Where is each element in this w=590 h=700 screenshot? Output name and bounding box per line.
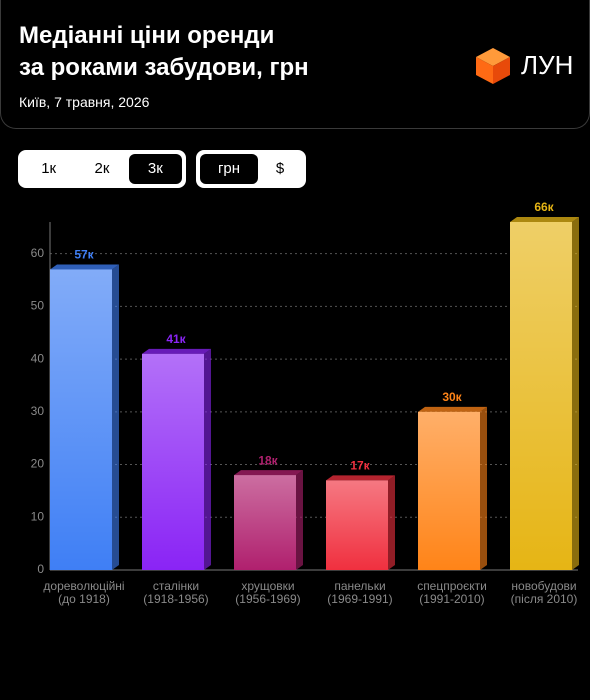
bar-shine <box>326 480 388 570</box>
title: Медіанні ціни оренди за роками забудови,… <box>19 22 309 81</box>
value-label: 66к <box>534 200 554 214</box>
value-label: 17к <box>350 459 370 473</box>
header: Медіанні ціни оренди за роками забудови,… <box>0 0 590 129</box>
currency-filter: грн $ <box>196 150 306 188</box>
bar-side <box>204 348 211 570</box>
x-tick-label: панельки (1969-1991) <box>327 579 393 606</box>
rooms-filter: 1к 2к 3к <box>18 150 186 188</box>
logo-icon <box>476 48 510 84</box>
x-tick-label: спецпроєкти (1991-2010) <box>417 579 487 606</box>
value-label: 41к <box>166 332 186 346</box>
y-tick-label: 0 <box>37 562 44 576</box>
room-button[interactable]: 1к <box>41 160 57 177</box>
y-tick-label: 10 <box>31 509 45 523</box>
bar-top <box>326 475 395 481</box>
value-label: 30к <box>442 390 462 404</box>
bar-top <box>234 470 303 476</box>
room-button[interactable]: 3к <box>128 154 182 184</box>
bar-side <box>296 470 303 570</box>
subtitle: Київ, 7 травня, 2026 <box>19 94 150 110</box>
value-label: 57к <box>74 248 94 262</box>
bar-side <box>112 264 119 570</box>
logo: ЛУН <box>521 50 574 80</box>
bar-side <box>388 475 395 570</box>
x-tick-label: хрущовки (1956-1969) <box>235 579 301 606</box>
bar-side <box>480 406 487 570</box>
y-tick-label: 60 <box>31 246 45 260</box>
bar-shine <box>234 475 296 570</box>
y-tick-label: 20 <box>31 457 45 471</box>
y-tick-label: 50 <box>31 299 45 313</box>
currency-button[interactable]: грн <box>200 154 258 184</box>
currency-button[interactable]: $ <box>275 160 285 177</box>
room-button[interactable]: 2к <box>94 160 110 177</box>
bar-shine <box>510 222 572 570</box>
bar-shine <box>50 269 112 570</box>
bar-top <box>50 264 119 270</box>
x-tick-label: дореволюційні (до 1918) <box>43 579 125 606</box>
x-tick-label: новобудови (після 2010) <box>510 579 578 606</box>
bar-shine <box>142 353 204 570</box>
y-tick-label: 40 <box>31 351 45 365</box>
bar-shine <box>418 411 480 570</box>
x-tick-label: сталінки (1918-1956) <box>143 579 209 606</box>
bar-top <box>142 348 211 354</box>
value-label: 18к <box>258 453 278 467</box>
y-tick-label: 30 <box>31 404 45 418</box>
bar-top <box>418 406 487 412</box>
bar-side <box>572 217 579 570</box>
bar-top <box>510 217 579 222</box>
